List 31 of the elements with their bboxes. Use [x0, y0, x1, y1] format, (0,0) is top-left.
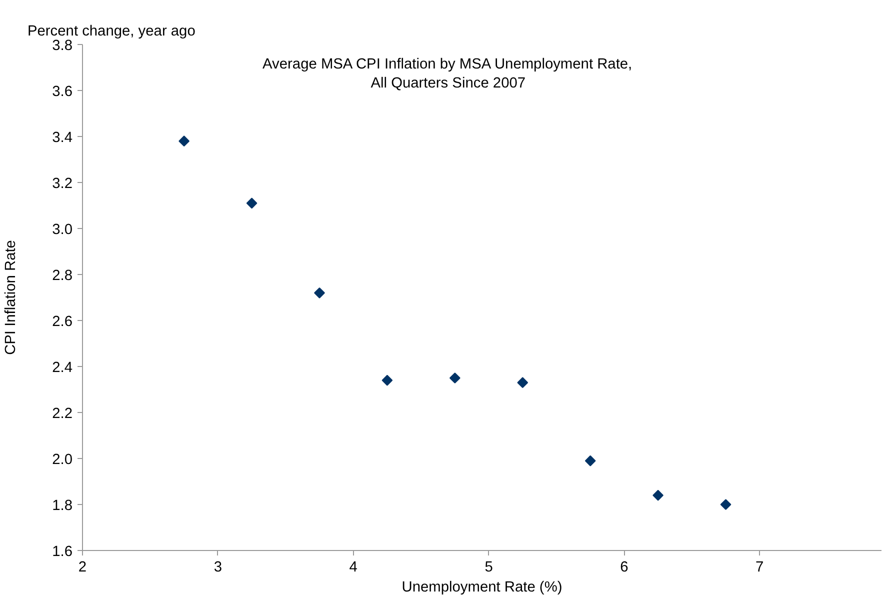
point [382, 374, 393, 386]
point [178, 136, 190, 147]
y-tick-label: 2.6 [52, 314, 72, 330]
x-axis-title: Unemployment Rate (%) [402, 580, 562, 596]
y-tick-label: 1.6 [52, 544, 72, 560]
point [517, 377, 528, 388]
text: Percent change, year ago [28, 24, 196, 40]
y-tick-label: 3.2 [52, 176, 72, 192]
x-tick-label: 7 [756, 560, 764, 576]
point [246, 198, 258, 209]
x-tick-label: 6 [620, 560, 628, 576]
y-tick-label: 3.8 [52, 38, 72, 54]
y-tick-label: 2.4 [52, 360, 72, 376]
point [314, 287, 325, 298]
y-axis-title: CPI Inflation Rate [3, 240, 20, 355]
y-tick-label: 2.8 [52, 268, 72, 284]
y-tick-label: 2.2 [52, 406, 72, 422]
y-tick-label: 3.4 [52, 130, 72, 146]
x-tick-label: 2 [78, 560, 87, 576]
point [449, 372, 460, 384]
y-tick-label: 2.0 [52, 452, 72, 468]
y-tick-label: 3.6 [52, 84, 72, 100]
x-tick-label: 5 [484, 560, 493, 576]
y-tick-label: 3.0 [52, 222, 72, 238]
point [584, 455, 596, 466]
x-tick-label: 3 [214, 560, 222, 576]
y-tick-label: 1.8 [52, 498, 72, 514]
x-tick-label: 4 [349, 560, 358, 576]
text: Average MSA CPI Inflation by MSA Unemployment Rate, All Quarters Since 2007 [262, 56, 632, 92]
point [652, 490, 664, 501]
point [720, 499, 732, 510]
